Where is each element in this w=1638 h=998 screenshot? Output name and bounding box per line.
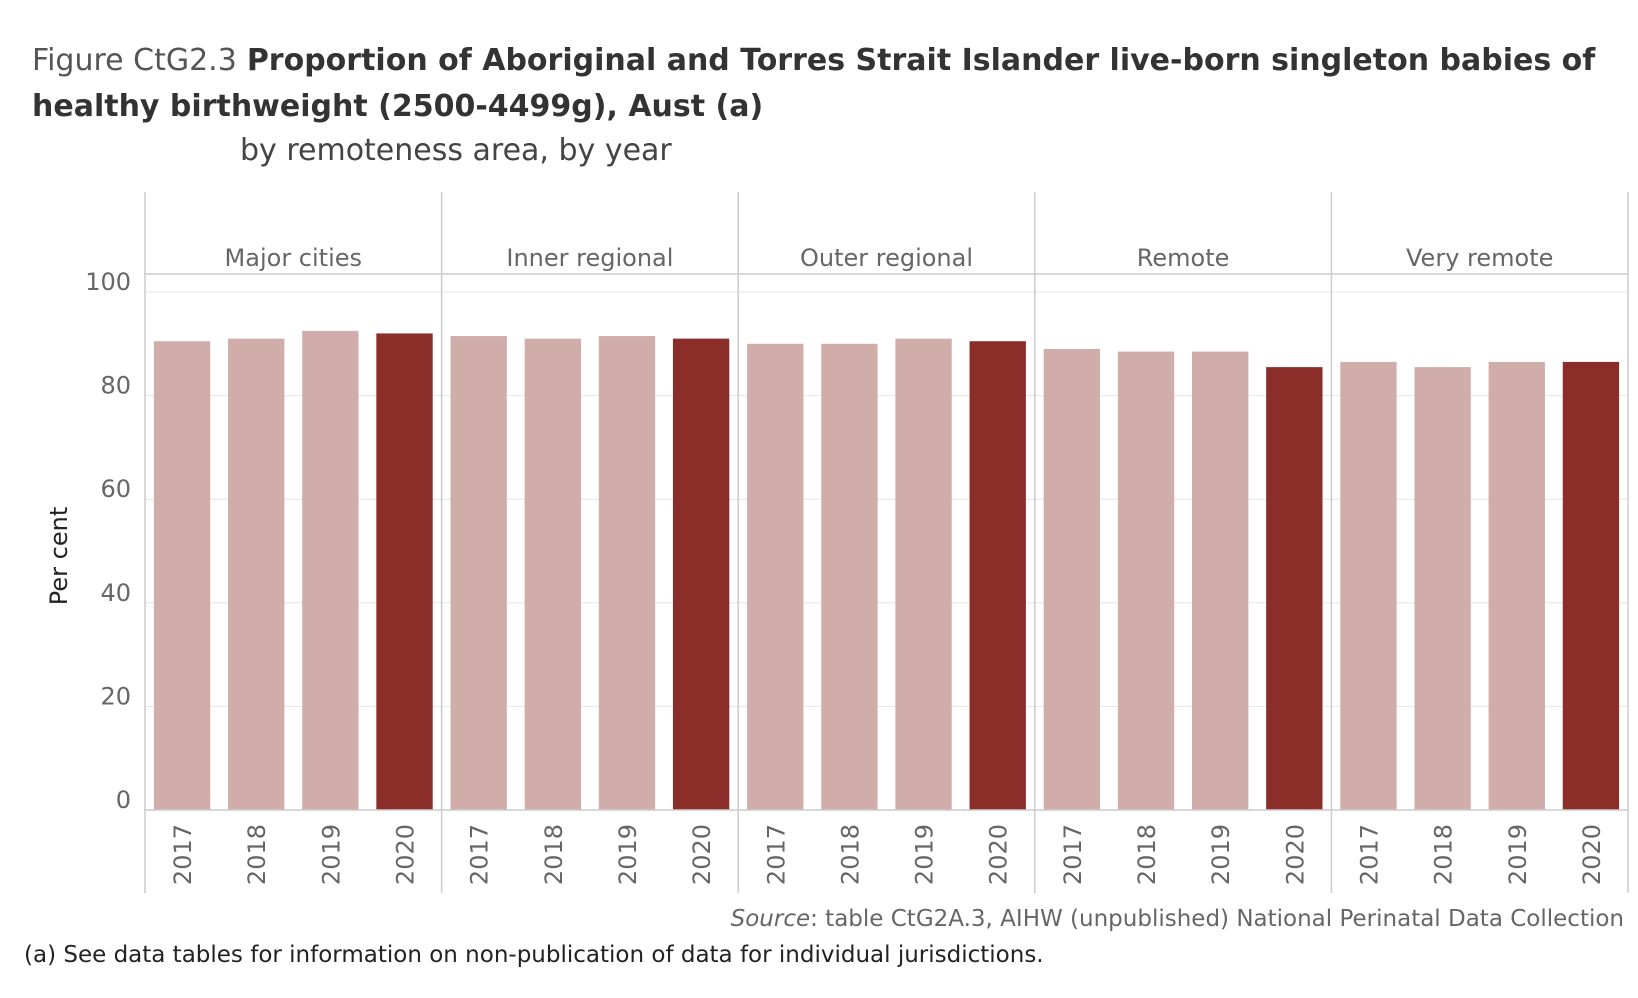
- x-tick-label: 2017: [169, 824, 197, 885]
- panel-header: Outer regional: [800, 244, 973, 272]
- bar: [450, 336, 507, 810]
- x-tick-label: 2017: [1059, 824, 1087, 885]
- bar: [1340, 361, 1397, 810]
- bar: [1266, 367, 1323, 810]
- panel-header: Very remote: [1406, 244, 1553, 272]
- bar: [524, 338, 582, 810]
- y-tick-label: 0: [116, 786, 131, 814]
- y-tick-label: 80: [100, 372, 131, 400]
- x-tick-label: 2017: [466, 824, 494, 885]
- figure-subtitle: by remoteness area, by year: [240, 133, 672, 168]
- bar: [1414, 367, 1471, 810]
- bar: [376, 333, 433, 810]
- x-tick-label: 2020: [1281, 824, 1309, 885]
- y-tick-label: 40: [100, 579, 131, 607]
- bar: [747, 343, 804, 810]
- x-tick-label: 2017: [1355, 824, 1383, 885]
- bar: [302, 330, 359, 810]
- panel-header: Major cities: [225, 244, 362, 272]
- x-tick-label: 2018: [836, 824, 864, 885]
- x-tick-label: 2017: [762, 824, 790, 885]
- panel-header: Remote: [1137, 244, 1230, 272]
- x-tick-label: 2018: [1430, 824, 1458, 885]
- bar: [153, 341, 211, 810]
- bar: [1191, 351, 1249, 810]
- footnote: (a) See data tables for information on n…: [24, 942, 1044, 968]
- x-tick-label: 2020: [688, 824, 716, 885]
- y-axis-label: Per cent: [45, 507, 73, 605]
- bar: [228, 338, 285, 810]
- x-tick-label: 2019: [1504, 824, 1532, 885]
- source-note: Source: table CtG2A.3, AIHW (unpublished…: [731, 906, 1624, 932]
- bar: [1562, 361, 1620, 810]
- bar: [821, 343, 878, 810]
- x-tick-label: 2019: [317, 824, 345, 885]
- x-tick-label: 2018: [1133, 824, 1161, 885]
- y-tick-label: 100: [85, 268, 131, 296]
- x-tick-label: 2020: [392, 824, 420, 885]
- figure-title: Proportion of Aboriginal and Torres Stra…: [32, 43, 1596, 124]
- x-tick-label: 2018: [540, 824, 568, 885]
- x-tick-label: 2020: [1578, 824, 1606, 885]
- x-tick-label: 2019: [1207, 824, 1235, 885]
- panel-header: Inner regional: [506, 244, 673, 272]
- bar: [1488, 361, 1545, 810]
- x-tick-label: 2019: [614, 824, 642, 885]
- x-tick-label: 2020: [985, 824, 1013, 885]
- y-tick-label: 60: [100, 475, 131, 503]
- bar: [895, 338, 952, 810]
- figure-label: Figure CtG2.3: [32, 43, 237, 78]
- y-tick-label: 20: [100, 682, 131, 710]
- bar-chart: Major cities Inner regional Outer regional…: [45, 192, 1629, 893]
- figure-header: Figure CtG2.3 Proportion of Aboriginal an…: [32, 38, 1612, 172]
- bar: [598, 336, 656, 810]
- bar: [969, 341, 1026, 810]
- source-label: Source: [730, 906, 811, 932]
- figure-title-line: Figure CtG2.3 Proportion of Aboriginal an…: [32, 38, 1612, 130]
- bar: [1043, 348, 1101, 810]
- source-text: : table CtG2A.3, AIHW (unpublished) Nati…: [810, 906, 1624, 932]
- x-tick-label: 2019: [911, 824, 939, 885]
- bar: [1117, 351, 1175, 810]
- x-tick-label: 2018: [243, 824, 271, 885]
- bar: [672, 338, 730, 810]
